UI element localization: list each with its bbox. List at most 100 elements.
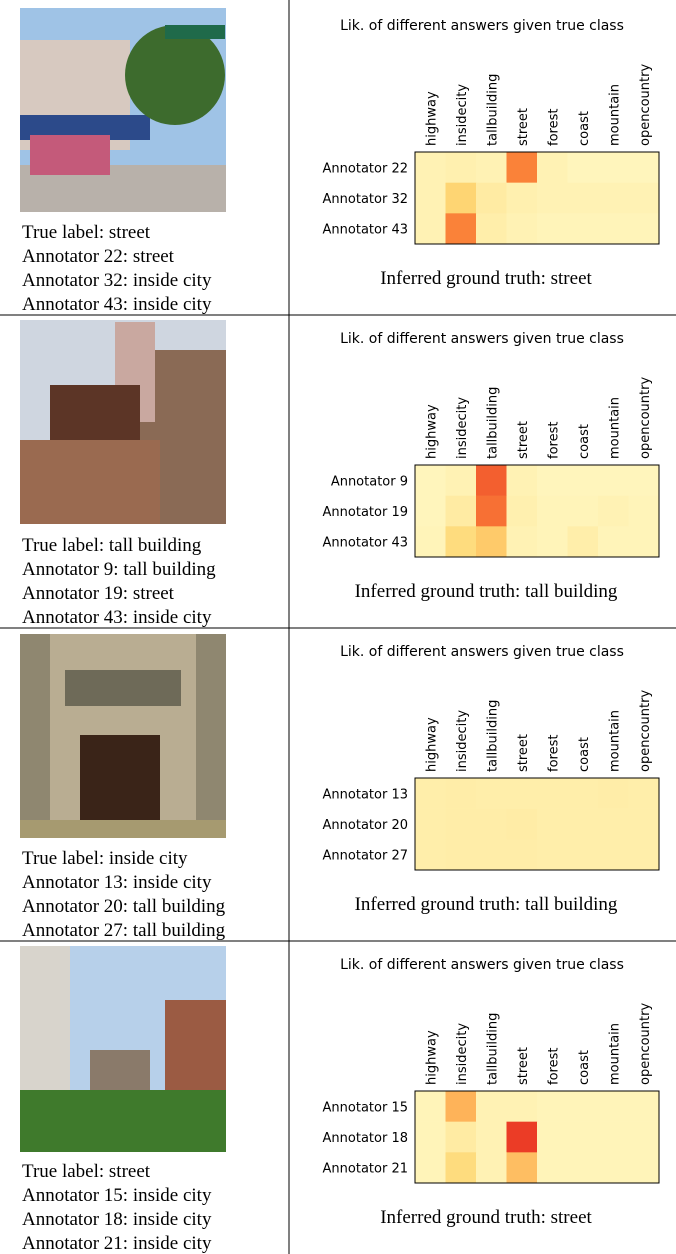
x-tick-label: forest: [546, 422, 561, 459]
y-tick-label: Annotator 21: [323, 1162, 408, 1177]
caption-line: True label: street: [22, 1161, 151, 1182]
x-tick-label: street: [516, 734, 531, 772]
heatmap-cell: [567, 526, 599, 558]
x-tick-label: insidecity: [455, 1023, 470, 1085]
heatmap-cell: [628, 1121, 660, 1153]
caption-line: Annotator 27: tall building: [22, 920, 226, 941]
x-tick-label: coast: [577, 737, 592, 772]
heatmap-cell: [476, 182, 507, 214]
photo-tall-building: [20, 320, 226, 524]
heatmap-cell: [476, 1091, 507, 1122]
caption-line: Annotator 21: inside city: [22, 1233, 212, 1254]
heatmap-cell: [537, 495, 568, 527]
caption-line: Annotator 43: inside city: [22, 294, 212, 315]
heatmap-cell: [476, 1152, 507, 1184]
heatmap-cell: [628, 152, 660, 183]
heatmap-cell: [628, 1091, 660, 1122]
heatmap-cell: [476, 778, 507, 809]
y-tick-label: Annotator 32: [323, 192, 408, 207]
heatmap-cell: [598, 1091, 629, 1122]
heatmap-cell: [628, 526, 660, 558]
heatmap-cell: [445, 526, 477, 558]
heatmap-cell: [415, 213, 446, 245]
heatmap-cell: [567, 465, 599, 496]
heatmap-cell: [506, 495, 538, 527]
heatmap-cell: [506, 182, 538, 214]
x-tick-label: coast: [577, 1050, 592, 1085]
x-tick-label: tallbuilding: [485, 387, 500, 459]
heatmap-cell: [567, 1091, 599, 1122]
caption-line: True label: street: [22, 222, 151, 243]
heatmap-cell: [567, 808, 599, 840]
photo-street-2: [20, 946, 226, 1152]
heatmap-cell: [537, 778, 568, 809]
x-tick-label: tallbuilding: [485, 1013, 500, 1085]
heatmap-cell: [445, 778, 477, 809]
heatmap-cell: [476, 526, 507, 558]
heatmap-cell: [476, 465, 507, 496]
heatmap-cell: [506, 1091, 538, 1122]
heatmap-cell: [598, 152, 629, 183]
heatmap-cell: [506, 808, 538, 840]
heatmap-cell: [628, 465, 660, 496]
x-tick-label: coast: [577, 111, 592, 146]
caption-line: True label: tall building: [22, 535, 202, 556]
y-tick-label: Annotator 43: [323, 223, 408, 238]
heatmap-cell: [537, 1152, 568, 1184]
heatmap-cell: [415, 778, 446, 809]
x-tick-label: highway: [424, 91, 439, 146]
caption-line: Annotator 32: inside city: [22, 270, 212, 291]
heatmap-cell: [415, 808, 446, 840]
heatmap-cell: [415, 526, 446, 558]
inferred-caption: Inferred ground truth: tall building: [355, 894, 618, 915]
heatmap-cell: [445, 839, 477, 871]
heatmap-cell: [567, 1121, 599, 1153]
x-tick-label: street: [516, 1047, 531, 1085]
heatmap-cell: [476, 839, 507, 871]
heatmap-cell: [445, 465, 477, 496]
heatmap-title: Lik. of different answers given true cla…: [340, 957, 624, 973]
heatmap-cell: [628, 778, 660, 809]
y-tick-label: Annotator 27: [323, 849, 408, 864]
x-tick-label: opencountry: [638, 64, 653, 146]
caption-line: Annotator 19: street: [22, 583, 175, 604]
heatmap-cell: [445, 808, 477, 840]
x-tick-label: mountain: [607, 84, 622, 146]
heatmap-cell: [415, 1152, 446, 1184]
heatmap-cell: [567, 839, 599, 871]
y-tick-label: Annotator 13: [323, 787, 408, 802]
caption-line: Annotator 9: tall building: [22, 559, 216, 580]
heatmap-cell: [537, 526, 568, 558]
heatmap-cell: [537, 1091, 568, 1122]
heatmap-cell: [506, 465, 538, 496]
heatmap-cell: [567, 213, 599, 245]
heatmap-cell: [598, 1152, 629, 1184]
x-tick-label: street: [516, 421, 531, 459]
heatmap-cell: [628, 1152, 660, 1184]
x-tick-label: highway: [424, 1030, 439, 1085]
heatmap-cell: [476, 152, 507, 183]
caption-line: Annotator 13: inside city: [22, 872, 212, 893]
x-tick-label: forest: [546, 735, 561, 772]
heatmap-cell: [598, 526, 629, 558]
heatmap-cell: [415, 152, 446, 183]
heatmap-cell: [537, 152, 568, 183]
heatmap-cell: [598, 1121, 629, 1153]
heatmap-cell: [628, 213, 660, 245]
heatmap-cell: [476, 1121, 507, 1153]
x-tick-label: insidecity: [455, 84, 470, 146]
heatmap-cell: [537, 1121, 568, 1153]
heatmap-cell: [598, 465, 629, 496]
heatmap-title: Lik. of different answers given true cla…: [340, 18, 624, 34]
y-tick-label: Annotator 15: [323, 1100, 408, 1115]
heatmap-cell: [445, 213, 477, 245]
x-tick-label: mountain: [607, 397, 622, 459]
heatmap-cell: [415, 495, 446, 527]
heatmap-cell: [415, 1121, 446, 1153]
caption-line: Annotator 20: tall building: [22, 896, 226, 917]
heatmap-title: Lik. of different answers given true cla…: [340, 331, 624, 347]
x-tick-label: insidecity: [455, 710, 470, 772]
x-tick-label: opencountry: [638, 377, 653, 459]
heatmap-cell: [415, 465, 446, 496]
